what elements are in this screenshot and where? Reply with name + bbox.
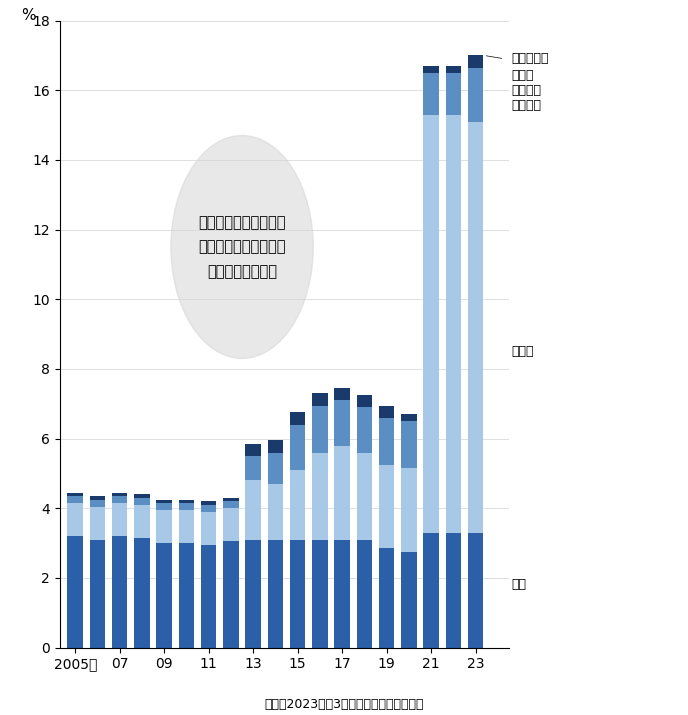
Bar (246, 540, 261, 648)
Bar (334, 540, 350, 648)
Bar (179, 503, 194, 510)
Bar (356, 453, 372, 540)
Bar (446, 533, 461, 648)
Bar (67, 503, 83, 536)
Bar (356, 540, 372, 648)
Bar (67, 496, 83, 503)
Bar (201, 545, 217, 648)
Bar (312, 540, 327, 648)
Bar (134, 498, 150, 505)
Bar (134, 505, 150, 538)
Bar (223, 541, 239, 648)
Bar (156, 503, 172, 510)
Bar (290, 413, 305, 425)
Text: アジア: アジア (511, 345, 534, 358)
Bar (290, 540, 305, 648)
Bar (423, 66, 439, 73)
Bar (312, 405, 327, 453)
Bar (446, 66, 461, 73)
Bar (334, 400, 350, 445)
Bar (89, 496, 105, 500)
Bar (112, 536, 127, 648)
Bar (468, 55, 484, 67)
Bar (67, 493, 83, 496)
Bar (379, 548, 394, 648)
Bar (401, 414, 417, 421)
Bar (268, 440, 283, 453)
Bar (156, 500, 172, 503)
Bar (201, 501, 217, 505)
Bar (401, 552, 417, 648)
Bar (268, 453, 283, 484)
Bar (423, 73, 439, 114)
Bar (246, 480, 261, 540)
Bar (268, 540, 283, 648)
Bar (201, 505, 217, 512)
Bar (67, 536, 83, 648)
Bar (356, 408, 372, 453)
Bar (401, 468, 417, 552)
Bar (423, 533, 439, 648)
Bar (334, 445, 350, 540)
Bar (112, 503, 127, 536)
Y-axis label: %: % (21, 8, 36, 23)
Bar (401, 421, 417, 468)
Bar (446, 114, 461, 533)
Text: カーボンプライシング
（炭素価格）の対象と
なる排出量の割合: カーボンプライシング （炭素価格）の対象と なる排出量の割合 (198, 215, 286, 279)
Bar (356, 395, 372, 408)
Bar (112, 496, 127, 503)
Bar (89, 500, 105, 506)
Bar (468, 533, 484, 648)
Bar (201, 512, 217, 545)
Text: 米国・
カナダ・
メキシコ: 米国・ カナダ・ メキシコ (511, 69, 541, 112)
Bar (246, 444, 261, 456)
Bar (379, 405, 394, 418)
Bar (179, 500, 194, 503)
Text: オセアニア: オセアニア (511, 52, 549, 65)
Bar (223, 508, 239, 541)
Bar (89, 506, 105, 540)
Bar (468, 67, 484, 122)
Circle shape (171, 135, 313, 358)
Bar (134, 494, 150, 498)
Bar (156, 543, 172, 648)
Text: （注）2023年は3月時点、出所は世界銀行: （注）2023年は3月時点、出所は世界銀行 (264, 698, 424, 711)
Bar (89, 540, 105, 648)
Bar (312, 453, 327, 540)
Text: 欧州: 欧州 (511, 578, 526, 591)
Bar (223, 501, 239, 508)
Bar (246, 456, 261, 480)
Bar (223, 498, 239, 501)
Bar (268, 484, 283, 540)
Bar (446, 73, 461, 114)
Bar (179, 510, 194, 543)
Bar (312, 393, 327, 405)
Bar (156, 510, 172, 543)
Bar (468, 122, 484, 533)
Bar (379, 418, 394, 465)
Bar (179, 543, 194, 648)
Bar (290, 425, 305, 470)
Bar (379, 465, 394, 548)
Bar (334, 388, 350, 400)
Bar (423, 114, 439, 533)
Bar (290, 470, 305, 540)
Bar (112, 493, 127, 496)
Bar (134, 538, 150, 648)
